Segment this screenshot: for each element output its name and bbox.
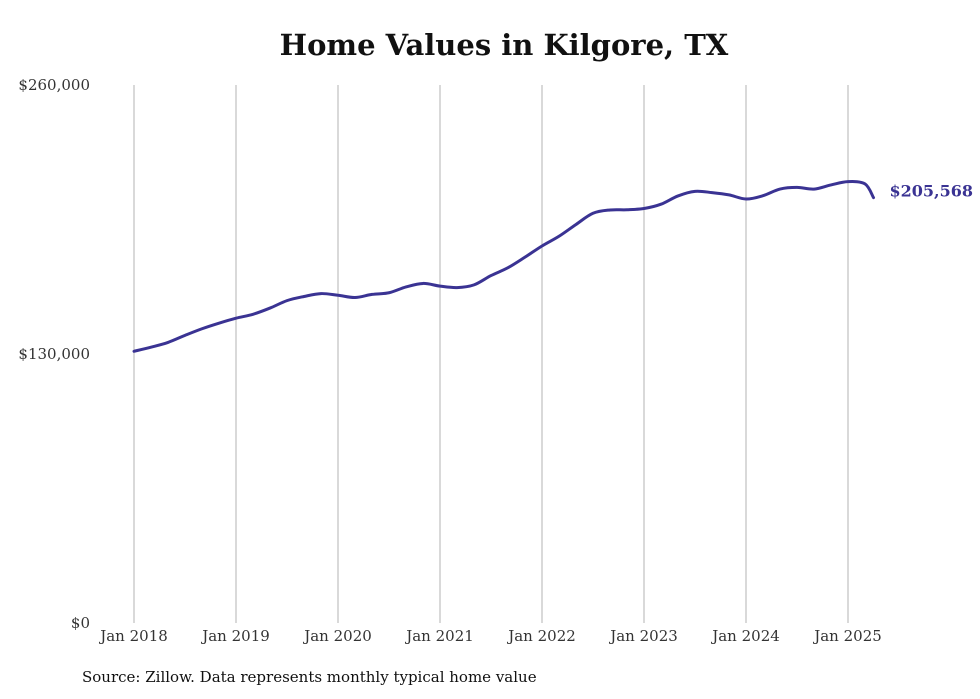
series-layer bbox=[132, 180, 875, 353]
x-tick-label: Jan 2019 bbox=[200, 627, 270, 645]
gridlines bbox=[133, 85, 849, 623]
end-label-layer: $205,568 bbox=[890, 182, 974, 201]
y-tick-label: $260,000 bbox=[18, 76, 90, 94]
y-tick-label: $0 bbox=[71, 614, 90, 632]
x-tick-label: Jan 2018 bbox=[98, 627, 168, 645]
x-tick-label: Jan 2021 bbox=[404, 627, 474, 645]
end-value-label: $205,568 bbox=[890, 182, 974, 201]
series-line-0 bbox=[132, 180, 875, 353]
x-tick-label: Jan 2022 bbox=[506, 627, 576, 645]
x-tick-label: Jan 2025 bbox=[812, 627, 882, 645]
x-tick-label: Jan 2024 bbox=[710, 627, 780, 645]
x-tick-label: Jan 2020 bbox=[302, 627, 372, 645]
chart-title: Home Values in Kilgore, TX bbox=[279, 28, 729, 62]
y-tick-label: $130,000 bbox=[18, 345, 90, 363]
x-tick-label: Jan 2023 bbox=[608, 627, 678, 645]
x-axis-ticks: Jan 2018 Jan 2019 Jan 2020 Jan 2021 Jan 2022… bbox=[98, 627, 882, 645]
source-note: Source: Zillow. Data represents monthly … bbox=[82, 668, 537, 686]
y-axis-ticks: $0 $130,000 $260,000 bbox=[18, 76, 90, 632]
